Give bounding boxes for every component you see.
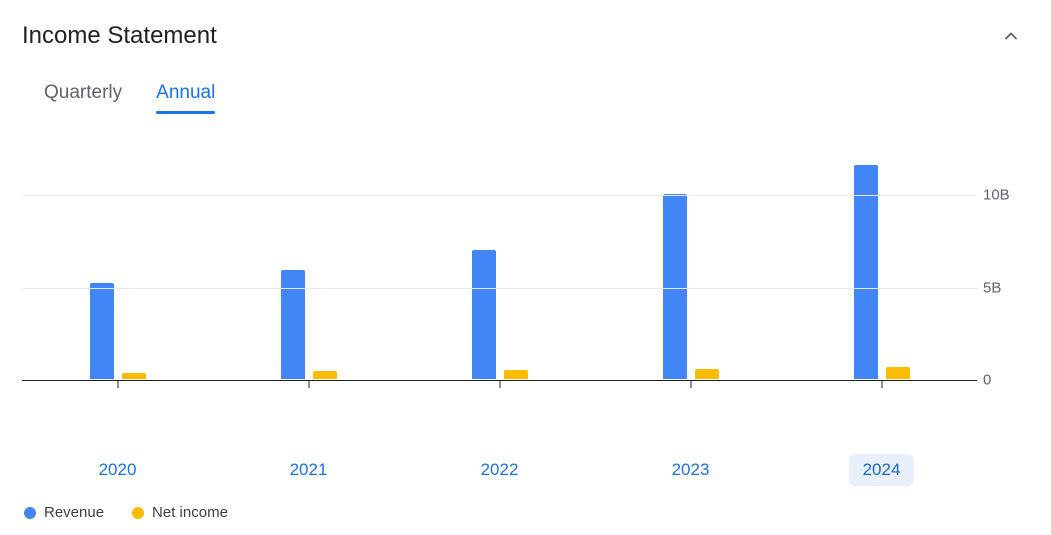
x-tick <box>499 380 500 388</box>
x-label-cell: 2021 <box>213 454 404 486</box>
bar-group <box>786 140 977 380</box>
x-tick <box>690 380 691 388</box>
legend-swatch-revenue <box>24 507 36 519</box>
year-button-2021[interactable]: 2021 <box>276 454 342 486</box>
bar-group <box>22 140 213 380</box>
x-tick <box>308 380 309 388</box>
year-button-2024[interactable]: 2024 <box>849 454 915 486</box>
gridline <box>22 195 977 196</box>
year-button-2022[interactable]: 2022 <box>467 454 533 486</box>
bar-net-income[interactable] <box>504 370 528 379</box>
x-label-cell: 2020 <box>22 454 213 486</box>
y-tick-label: 0 <box>983 372 991 389</box>
chevron-up-icon[interactable] <box>999 24 1023 48</box>
period-tabs: Quarterly Annual <box>44 82 1023 112</box>
bar-group <box>595 140 786 380</box>
x-label-cell: 2022 <box>404 454 595 486</box>
year-button-2023[interactable]: 2023 <box>658 454 724 486</box>
bar-net-income[interactable] <box>695 369 719 379</box>
legend-item-net-income: Net income <box>132 504 228 521</box>
income-statement-card: Income Statement Quarterly Annual 0 5B 10B… <box>0 0 1051 535</box>
bar-revenue[interactable] <box>854 165 878 379</box>
bar-revenue[interactable] <box>281 270 305 379</box>
bar-revenue[interactable] <box>90 283 114 379</box>
bar-group <box>213 140 404 380</box>
x-tick <box>117 380 118 388</box>
legend-label-net-income: Net income <box>152 504 228 521</box>
y-axis-labels: 05B10B <box>977 140 1023 380</box>
header-row: Income Statement <box>22 22 1023 50</box>
legend-swatch-net-income <box>132 507 144 519</box>
x-label-cell: 2024 <box>786 454 977 486</box>
x-label-cell: 2023 <box>595 454 786 486</box>
bar-net-income[interactable] <box>313 371 337 379</box>
bar-revenue[interactable] <box>663 194 687 379</box>
tab-quarterly[interactable]: Quarterly <box>44 82 122 112</box>
card-title: Income Statement <box>22 22 217 50</box>
x-axis-labels: 2020 2021 2022 2023 2024 <box>22 454 1023 486</box>
y-tick-label: 10B <box>983 187 1010 204</box>
bar-revenue[interactable] <box>472 250 496 379</box>
chart-legend: Revenue Net income <box>24 504 1023 521</box>
gridline <box>22 288 977 289</box>
x-axis-line <box>22 380 977 381</box>
bar-group <box>404 140 595 380</box>
bar-net-income[interactable] <box>122 373 146 379</box>
year-button-2020[interactable]: 2020 <box>85 454 151 486</box>
x-tick <box>881 380 882 388</box>
legend-label-revenue: Revenue <box>44 504 104 521</box>
chart-plot-area <box>22 140 977 380</box>
bar-net-income[interactable] <box>886 367 910 379</box>
legend-item-revenue: Revenue <box>24 504 104 521</box>
y-tick-label: 5B <box>983 279 1001 296</box>
bar-chart: 0 5B 10B <box>22 140 1023 430</box>
tab-annual[interactable]: Annual <box>156 82 215 112</box>
